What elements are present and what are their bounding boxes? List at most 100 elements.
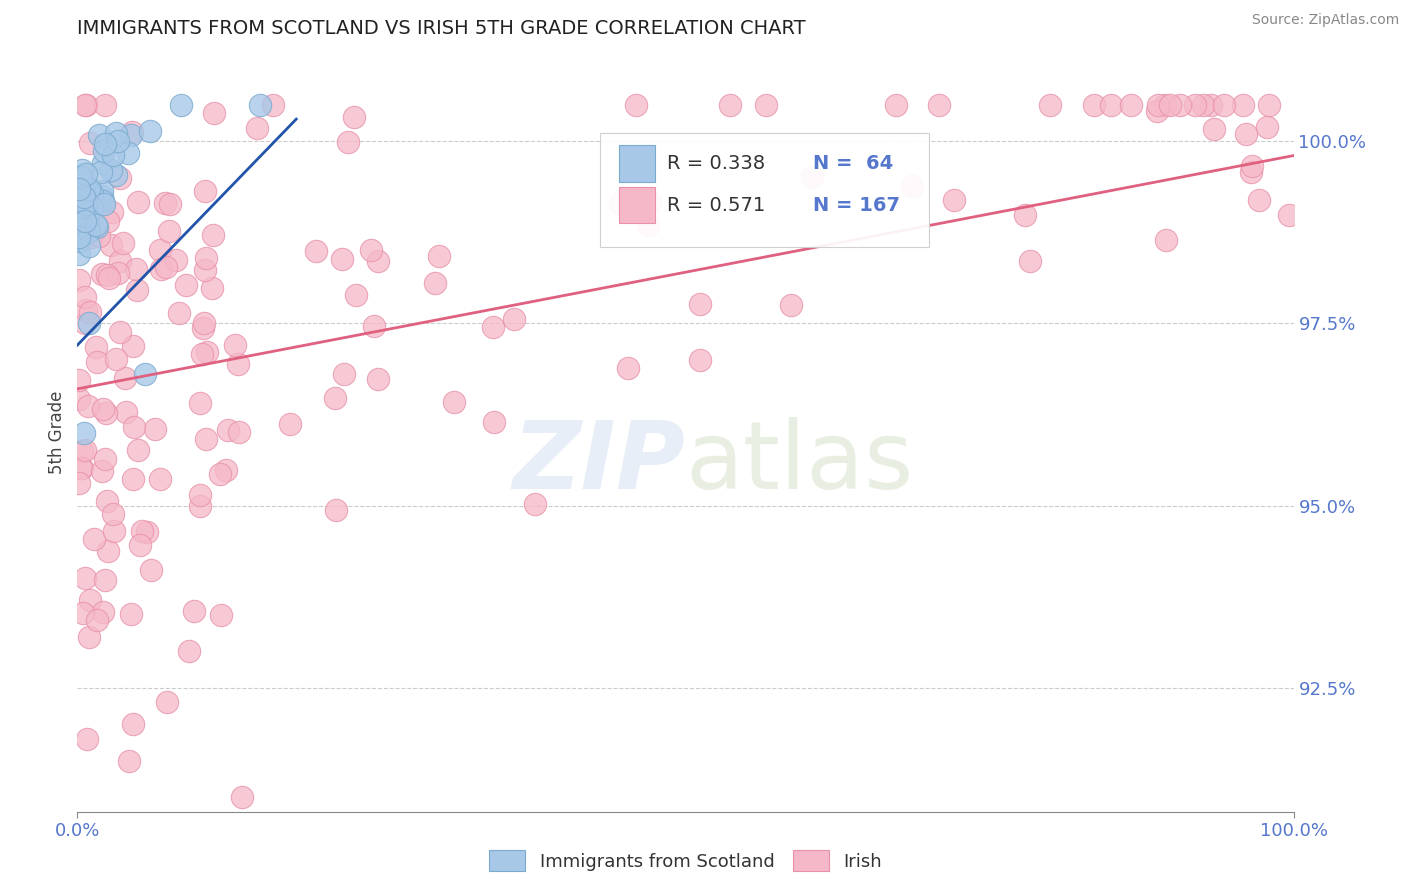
Point	[76, 198, 98, 212]
Point	[100, 163, 122, 178]
Point	[87, 128, 110, 142]
Point	[76, 731, 98, 746]
Point	[91, 402, 114, 417]
Point	[1212, 97, 1234, 112]
Point	[70, 221, 93, 235]
Point	[167, 306, 190, 320]
Point	[73, 214, 96, 228]
Point	[1083, 97, 1105, 112]
Point	[689, 297, 711, 311]
Point	[77, 194, 100, 209]
Point	[523, 497, 546, 511]
Point	[127, 443, 149, 458]
Text: N = 167: N = 167	[813, 195, 900, 215]
Point	[149, 262, 172, 277]
Point	[101, 205, 124, 219]
Point	[194, 263, 217, 277]
Point	[76, 399, 98, 413]
Point	[155, 260, 177, 274]
Point	[718, 97, 741, 112]
Point	[202, 228, 225, 243]
Point	[343, 110, 366, 124]
Point	[121, 339, 143, 353]
Point	[79, 136, 101, 151]
Point	[96, 406, 118, 420]
Point	[90, 465, 112, 479]
Point	[689, 352, 711, 367]
Point	[443, 395, 465, 409]
Point	[1099, 97, 1122, 112]
Point	[330, 252, 353, 266]
Point	[82, 201, 104, 215]
Point	[104, 126, 127, 140]
Point	[91, 605, 114, 619]
Point	[278, 417, 301, 432]
Point	[79, 316, 101, 330]
Point	[77, 630, 100, 644]
Point	[122, 420, 145, 434]
Point	[72, 225, 94, 239]
Point	[69, 461, 91, 475]
Point	[262, 97, 284, 112]
Text: ZIP: ZIP	[513, 417, 686, 509]
Legend: Immigrants from Scotland, Irish: Immigrants from Scotland, Irish	[482, 843, 889, 879]
Y-axis label: 5th Grade: 5th Grade	[48, 391, 66, 475]
Point	[188, 488, 211, 502]
Point	[73, 190, 96, 204]
Point	[191, 347, 214, 361]
Point	[1278, 208, 1301, 222]
Point	[149, 472, 172, 486]
Point	[755, 97, 778, 112]
Point	[73, 190, 96, 204]
Point	[82, 186, 104, 201]
Point	[1014, 208, 1036, 222]
Text: Source: ZipAtlas.com: Source: ZipAtlas.com	[1251, 13, 1399, 28]
Point	[360, 243, 382, 257]
Point	[69, 169, 91, 183]
Point	[111, 235, 134, 250]
Point	[943, 193, 966, 207]
Point	[84, 218, 107, 232]
Point	[72, 219, 94, 233]
Point	[91, 156, 114, 170]
Point	[93, 145, 115, 159]
Point	[73, 425, 96, 440]
Point	[114, 405, 136, 419]
Point	[1192, 97, 1215, 112]
Point	[482, 320, 505, 334]
Point	[114, 371, 136, 385]
Point	[617, 360, 640, 375]
Text: IMMIGRANTS FROM SCOTLAND VS IRISH 5TH GRADE CORRELATION CHART: IMMIGRANTS FROM SCOTLAND VS IRISH 5TH GR…	[77, 19, 806, 38]
Point	[429, 249, 451, 263]
Point	[156, 695, 179, 709]
Point	[90, 189, 112, 203]
Point	[246, 120, 269, 135]
Point	[195, 345, 218, 359]
Point	[94, 137, 117, 152]
Point	[174, 278, 197, 293]
Text: R = 0.338: R = 0.338	[668, 154, 765, 173]
Point	[96, 494, 118, 508]
Point	[76, 197, 98, 211]
Point	[1234, 127, 1257, 141]
Point	[108, 325, 131, 339]
Point	[67, 183, 90, 197]
Point	[75, 442, 97, 457]
Point	[97, 543, 120, 558]
Point	[201, 281, 224, 295]
Point	[69, 214, 91, 228]
Point	[121, 124, 143, 138]
Point	[139, 124, 162, 138]
Point	[80, 211, 103, 226]
Point	[149, 243, 172, 257]
Point	[86, 220, 108, 235]
Point	[183, 604, 205, 618]
Point	[1247, 193, 1270, 207]
Point	[1146, 103, 1168, 118]
Point	[1147, 97, 1170, 112]
Point	[100, 238, 122, 252]
Point	[91, 267, 114, 281]
Point	[117, 145, 139, 160]
Point	[323, 391, 346, 405]
Point	[779, 298, 801, 312]
